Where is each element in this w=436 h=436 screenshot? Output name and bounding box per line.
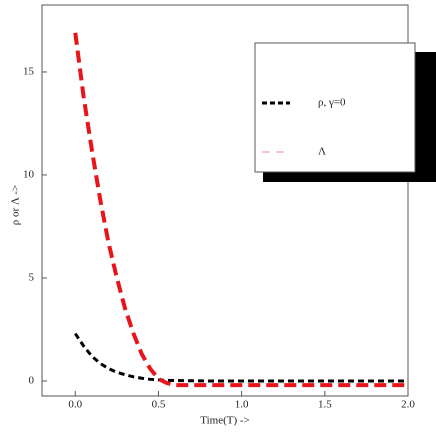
- series-line: [74, 332, 408, 383]
- y-tick-label: 5: [29, 271, 35, 283]
- legend-box: [254, 42, 416, 173]
- y-tick-label: 0: [29, 374, 35, 386]
- x-tick-label: 0.0: [68, 399, 82, 411]
- y-tick-label: 10: [23, 168, 35, 180]
- y-axis-label: ρ or Λ ->: [10, 185, 22, 225]
- x-axis-label: Time(T) ->: [200, 415, 250, 427]
- x-tick-label: 1.0: [235, 399, 249, 411]
- x-tick-label: 2.0: [401, 399, 415, 411]
- x-tick-label: 1.5: [318, 399, 332, 411]
- x-tick-label: 0.5: [152, 399, 166, 411]
- y-tick-label: 15: [23, 65, 35, 77]
- legend-label: Λ: [318, 146, 326, 158]
- series-line: [73, 32, 408, 388]
- legend-label: ρ, γ=0: [318, 97, 346, 109]
- plot-frame: [41, 4, 409, 397]
